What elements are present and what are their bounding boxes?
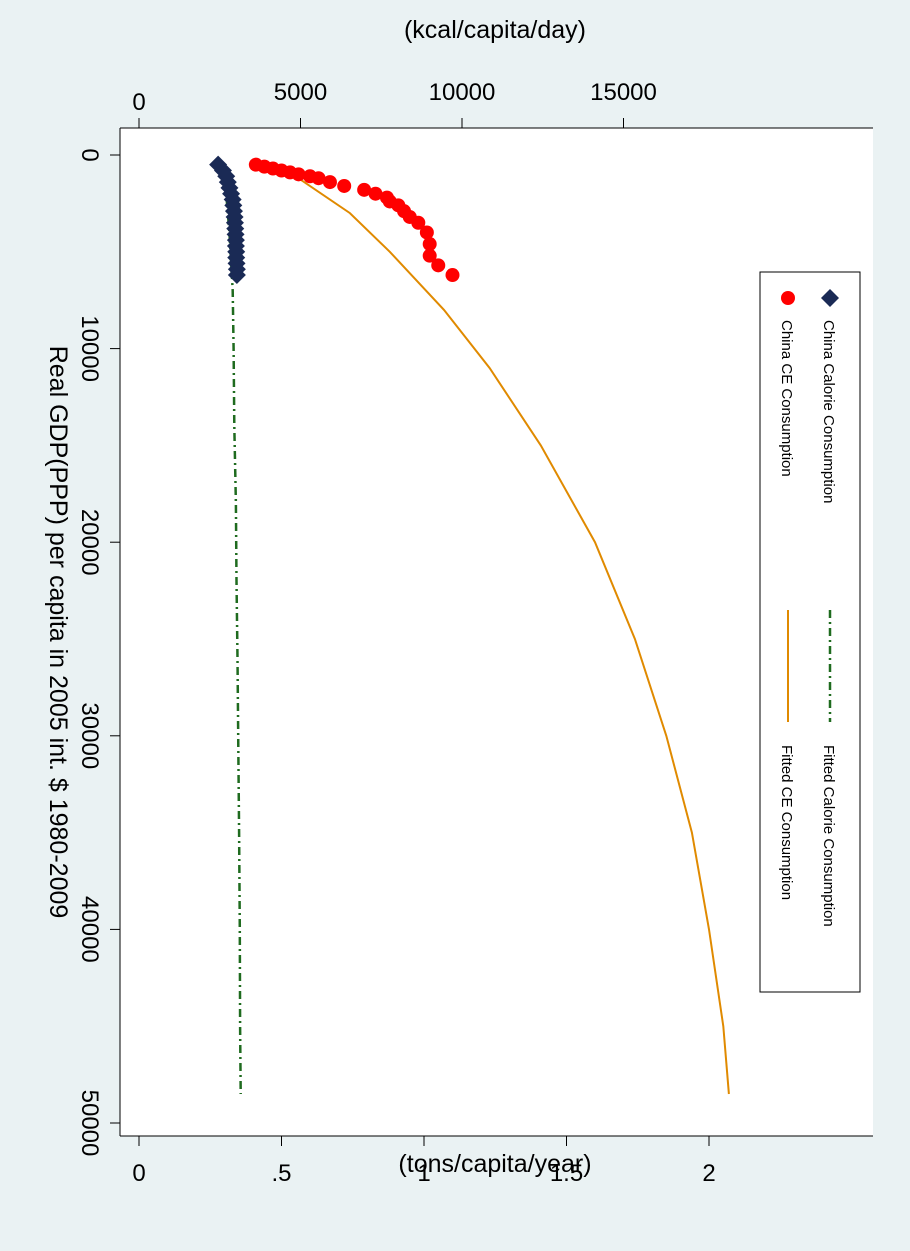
gdp-tick-label: 30000 bbox=[76, 702, 103, 769]
ce-point bbox=[291, 167, 306, 182]
ce-point bbox=[357, 182, 372, 197]
ce-point bbox=[422, 237, 437, 252]
calorie-tick-label: 5000 bbox=[274, 79, 327, 106]
calorie-tick-label: 15000 bbox=[590, 79, 657, 106]
gdp-tick-label: 50000 bbox=[76, 1090, 103, 1157]
legend-diamond-marker bbox=[821, 289, 839, 307]
legend: China Calorie Consumption China CE Consu… bbox=[759, 271, 861, 993]
gdp-tick-label: 40000 bbox=[76, 896, 103, 963]
ce-axis-title: (tons/capita/year) bbox=[398, 1150, 591, 1178]
ce-axis-ticks: 0 .5 1 1.5 2 bbox=[132, 1136, 716, 1187]
ce-point bbox=[445, 268, 460, 283]
ce-point bbox=[419, 225, 434, 240]
legend-circle-marker bbox=[781, 291, 795, 305]
calorie-point bbox=[227, 266, 246, 285]
gdp-tick-label: 20000 bbox=[76, 509, 103, 576]
legend-label-fitted-calorie: Fitted Calorie Consumption bbox=[820, 745, 837, 927]
ce-point bbox=[368, 186, 383, 201]
ce-tick-label: 1.5 bbox=[550, 1160, 583, 1187]
ce-point bbox=[411, 215, 426, 230]
legend-box bbox=[759, 271, 861, 993]
calorie-axis-ticks: 0 5000 10000 15000 bbox=[132, 79, 657, 128]
series-line bbox=[292, 173, 730, 1095]
ce-point bbox=[431, 258, 446, 273]
ce-tick-label: 1 bbox=[417, 1160, 430, 1187]
gdp-tick-label: 0 bbox=[76, 148, 103, 161]
gdp-axis-ticks: 0 10000 20000 30000 40000 50000 bbox=[76, 148, 120, 1156]
ce-tick-label: .5 bbox=[271, 1160, 291, 1187]
calorie-axis-title: (kcal/capita/day) bbox=[404, 16, 586, 44]
legend-label-calorie: China Calorie Consumption bbox=[820, 320, 837, 503]
calorie-points bbox=[209, 155, 246, 285]
fitted-ce-line bbox=[292, 173, 730, 1095]
ce-tick-label: 2 bbox=[702, 1160, 715, 1187]
ce-point bbox=[422, 248, 437, 263]
plot-area bbox=[120, 128, 873, 1136]
ce-points bbox=[248, 157, 460, 283]
calorie-tick-label: 10000 bbox=[429, 79, 496, 106]
ce-point bbox=[311, 171, 326, 186]
legend-label-fitted-ce: Fitted CE Consumption bbox=[778, 745, 795, 900]
calorie-tick-label: 0 bbox=[132, 89, 145, 116]
gdp-tick-label: 10000 bbox=[76, 315, 103, 382]
ce-point bbox=[322, 175, 337, 190]
gdp-axis-title: Real GDP(PPP) per capita in 2005 int. $ … bbox=[44, 346, 72, 919]
ce-tick-label: 0 bbox=[132, 1160, 145, 1187]
ce-point bbox=[337, 178, 352, 193]
legend-label-ce: China CE Consumption bbox=[778, 320, 795, 477]
